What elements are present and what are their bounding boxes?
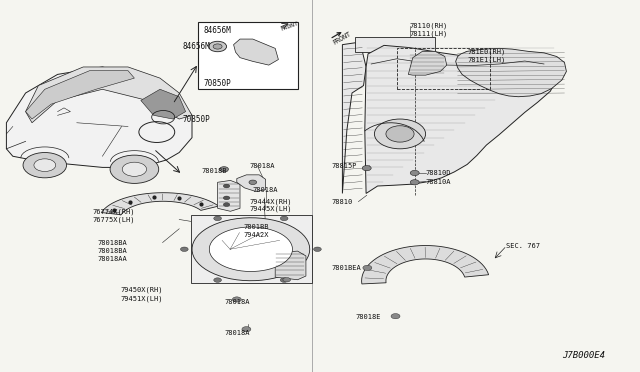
Circle shape <box>223 196 230 200</box>
Text: 76774X(RH): 76774X(RH) <box>93 209 135 215</box>
Text: 78018E: 78018E <box>355 314 381 320</box>
Text: 79451X(LH): 79451X(LH) <box>120 295 163 302</box>
Polygon shape <box>342 43 366 193</box>
Circle shape <box>280 216 288 221</box>
Polygon shape <box>237 175 266 192</box>
Circle shape <box>386 126 414 142</box>
Polygon shape <box>355 37 435 52</box>
Circle shape <box>223 184 230 188</box>
Text: 76775X(LH): 76775X(LH) <box>93 217 135 224</box>
Circle shape <box>122 162 147 176</box>
Polygon shape <box>141 89 186 119</box>
Circle shape <box>220 167 228 172</box>
Circle shape <box>314 247 321 251</box>
Circle shape <box>214 216 221 221</box>
Text: FRONT: FRONT <box>280 21 299 32</box>
Circle shape <box>214 278 221 282</box>
Text: 78111(LH): 78111(LH) <box>410 30 448 37</box>
Text: 78018BA: 78018BA <box>97 240 127 246</box>
Text: 78018B: 78018B <box>202 168 227 174</box>
Text: 78018A: 78018A <box>250 163 275 169</box>
Polygon shape <box>362 246 488 284</box>
Polygon shape <box>191 215 312 283</box>
Polygon shape <box>234 39 278 65</box>
Circle shape <box>280 278 288 282</box>
Circle shape <box>363 265 372 270</box>
Text: 78018BA: 78018BA <box>97 248 127 254</box>
Circle shape <box>232 297 241 302</box>
Polygon shape <box>456 48 566 97</box>
Circle shape <box>223 203 230 206</box>
Circle shape <box>209 41 227 52</box>
Circle shape <box>374 119 426 149</box>
Circle shape <box>362 166 371 171</box>
Circle shape <box>23 153 67 178</box>
Circle shape <box>410 180 419 185</box>
Text: 7801BEA: 7801BEA <box>332 265 361 271</box>
Text: 78815P: 78815P <box>332 163 357 169</box>
Circle shape <box>410 170 419 176</box>
Text: 78810: 78810 <box>332 199 353 205</box>
Circle shape <box>213 44 222 49</box>
Text: 781E0(RH): 781E0(RH) <box>467 49 506 55</box>
Text: 781E1(LH): 781E1(LH) <box>467 56 506 63</box>
Polygon shape <box>6 67 192 167</box>
Text: 78810A: 78810A <box>426 179 451 185</box>
Text: FRONT: FRONT <box>332 31 353 46</box>
Text: 79450X(RH): 79450X(RH) <box>120 287 163 294</box>
Circle shape <box>391 314 400 319</box>
FancyBboxPatch shape <box>198 22 298 89</box>
Text: 84656M: 84656M <box>182 42 210 51</box>
Text: 70850P: 70850P <box>204 78 231 87</box>
Text: 794A2X: 794A2X <box>243 232 269 238</box>
Text: SEC. 767: SEC. 767 <box>506 243 540 249</box>
Text: 70850P: 70850P <box>182 115 210 124</box>
Text: 78018A: 78018A <box>224 299 250 305</box>
Polygon shape <box>26 67 192 123</box>
Text: 78018A: 78018A <box>224 330 250 336</box>
Circle shape <box>249 180 257 185</box>
Polygon shape <box>408 51 447 75</box>
Polygon shape <box>209 227 292 272</box>
Circle shape <box>242 327 251 332</box>
Polygon shape <box>192 218 310 281</box>
Text: 78810D: 78810D <box>426 170 451 176</box>
Text: 79444X(RH): 79444X(RH) <box>250 198 292 205</box>
Circle shape <box>110 155 159 183</box>
Text: J7B000E4: J7B000E4 <box>562 351 605 360</box>
Circle shape <box>34 159 56 171</box>
Text: 78018AA: 78018AA <box>97 256 127 262</box>
Text: 84656M: 84656M <box>204 26 231 35</box>
Polygon shape <box>26 71 134 119</box>
Text: 78018A: 78018A <box>253 187 278 193</box>
Circle shape <box>283 278 291 282</box>
Polygon shape <box>101 193 219 215</box>
Polygon shape <box>218 180 240 211</box>
Text: 78110(RH): 78110(RH) <box>410 23 448 29</box>
Text: 79445X(LH): 79445X(LH) <box>250 206 292 212</box>
Polygon shape <box>275 251 306 280</box>
Circle shape <box>180 247 188 251</box>
Polygon shape <box>365 45 557 193</box>
Text: 7801BB: 7801BB <box>243 224 269 230</box>
